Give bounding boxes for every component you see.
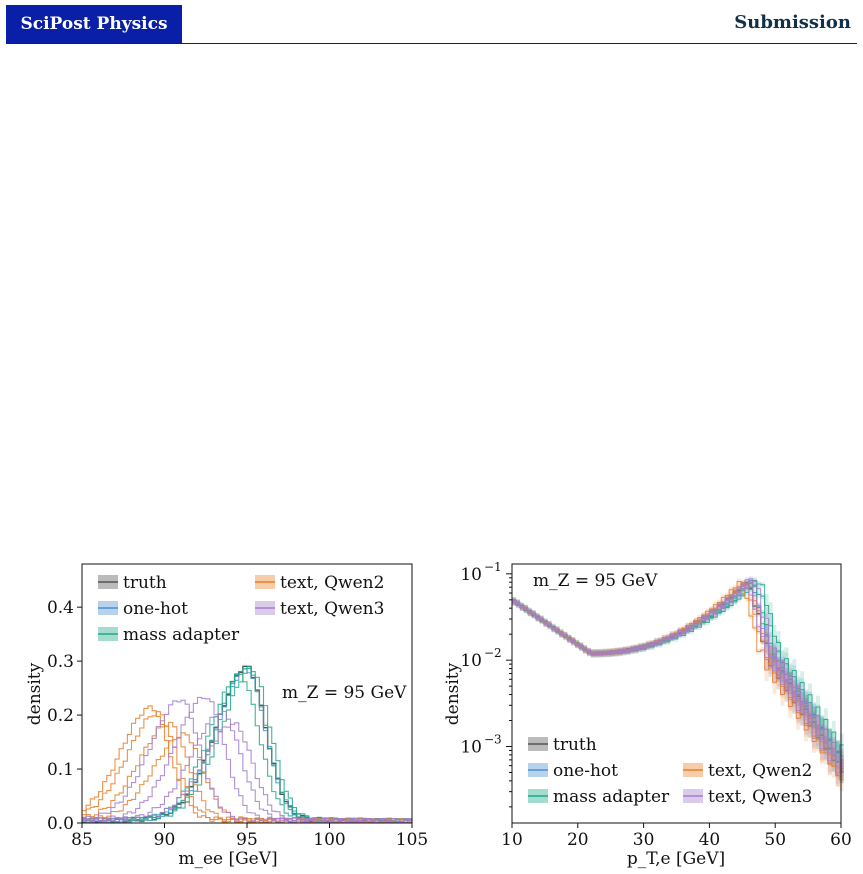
legend: truth one-hot text, Qwen2 mass adapter text,… — [528, 735, 812, 807]
series-curve — [82, 696, 412, 824]
legend-label: one-hot — [553, 761, 618, 781]
y-tick-exponent: −2 — [484, 646, 502, 660]
y-axis-label: density — [25, 662, 45, 725]
y-tick-label: 10 — [460, 565, 482, 585]
axes-frame — [511, 563, 842, 824]
uncertainty-band — [512, 578, 844, 771]
y-tick-exponent: −1 — [484, 560, 502, 574]
legend-label: text, Qwen3 — [280, 599, 384, 619]
x-tick-label: 90 — [154, 830, 176, 850]
mz-annotation: m_Z = 95 GeV — [282, 683, 407, 703]
header-rule — [6, 43, 857, 44]
legend-label: truth — [123, 573, 167, 593]
mz-annotation: m_Z = 95 GeV — [533, 571, 658, 591]
legend-label: text, Qwen2 — [708, 761, 812, 781]
y-tick-label: 10 — [460, 651, 482, 671]
submission-label: Submission — [734, 12, 851, 33]
y-tick-label: 0.2 — [47, 706, 74, 726]
legend-label: mass adapter — [553, 787, 670, 807]
legend-label: text, Qwen3 — [708, 787, 812, 807]
legend-label: one-hot — [123, 599, 188, 619]
x-tick-label: 20 — [567, 830, 589, 850]
x-axis-label: p_T,e [GeV] — [627, 849, 725, 869]
y-tick-label: 0.1 — [47, 760, 74, 780]
uncertainty-band — [512, 580, 844, 780]
legend: truth text, Qwen2 one-hot text, Qwen3 mass a… — [98, 573, 384, 645]
series-curve — [82, 710, 412, 824]
tick-layer: 85 90 95 100 105 0.0 0.1 0.2 0.3 0.4 — [47, 598, 428, 850]
x-tick-label: 85 — [71, 830, 93, 850]
series-curve — [512, 580, 844, 761]
x-tick-label: 40 — [699, 830, 721, 850]
x-tick-label: 100 — [313, 830, 345, 850]
legend-label: text, Qwen2 — [280, 573, 384, 593]
y-tick-exponent: −3 — [484, 733, 502, 747]
journal-badge: SciPost Physics — [6, 5, 182, 43]
x-tick-label: 60 — [830, 830, 852, 850]
uncertainty-band — [512, 578, 844, 792]
y-tick-label: 0.3 — [47, 652, 74, 672]
uncertainty-band — [512, 575, 844, 778]
y-tick-label: 10 — [460, 738, 482, 758]
x-tick-label: 105 — [396, 830, 428, 850]
y-tick-label: 0.4 — [47, 598, 74, 618]
x-tick-label: 10 — [501, 830, 523, 850]
y-tick-label: 0.0 — [47, 814, 74, 834]
mass-distribution-plot: 85 90 95 100 105 0.0 0.1 0.2 0.3 0.4 truth text, Q… — [25, 563, 428, 869]
legend-label: mass adapter — [123, 625, 240, 645]
series-curve — [82, 699, 412, 824]
legend-label: truth — [553, 735, 597, 755]
x-tick-label: 30 — [633, 830, 655, 850]
x-tick-label: 50 — [764, 830, 786, 850]
uncertainty-band — [512, 577, 844, 784]
x-tick-label: 95 — [236, 830, 258, 850]
curves-layer — [512, 575, 844, 792]
x-axis-label: m_ee [GeV] — [178, 849, 277, 869]
uncertainty-band — [512, 579, 844, 784]
y-axis-label: density — [443, 662, 463, 725]
